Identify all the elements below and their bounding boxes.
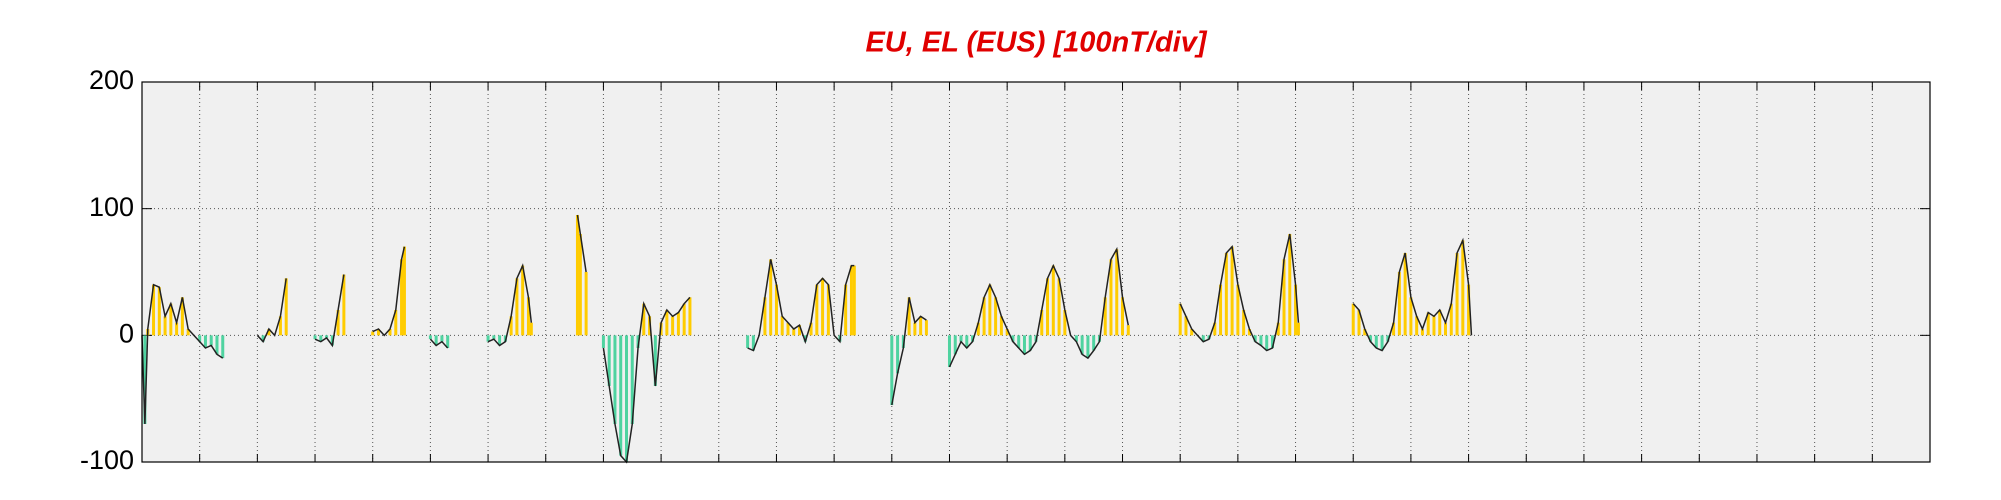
- data-line: [256, 278, 287, 344]
- data-line: [576, 214, 587, 273]
- plot-area: [142, 82, 1930, 462]
- data-line: [891, 297, 927, 406]
- y-tick-label: 200: [89, 65, 134, 95]
- y-tick-label: -100: [80, 445, 134, 475]
- data-line: [602, 296, 691, 464]
- data-line: [948, 246, 1130, 368]
- y-tick-label: 100: [89, 192, 134, 222]
- data-line: [1352, 237, 1473, 352]
- data-line: [314, 274, 345, 348]
- data-line: [141, 283, 224, 425]
- data-line: [747, 259, 855, 352]
- plot-border: [141, 81, 1931, 463]
- y-tick-label: 0: [119, 318, 134, 348]
- data-line: [429, 338, 449, 349]
- data-line: [1179, 233, 1300, 352]
- chart-title: EU, EL (EUS) [100nT/div]: [865, 27, 1207, 59]
- data-line: [372, 246, 406, 337]
- data-line: [487, 263, 533, 347]
